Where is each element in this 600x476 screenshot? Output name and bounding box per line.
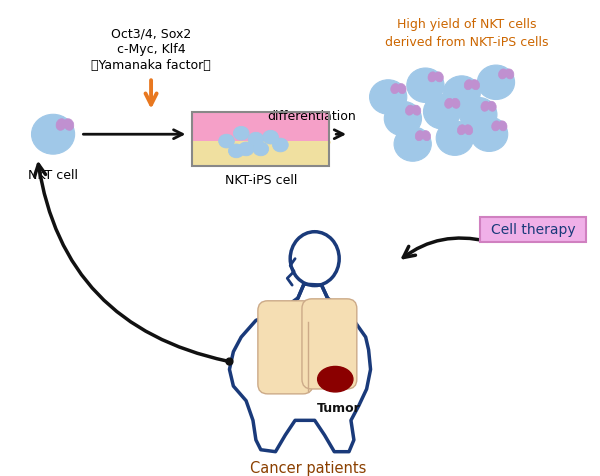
Circle shape: [226, 358, 233, 365]
Ellipse shape: [64, 119, 74, 131]
Ellipse shape: [428, 73, 437, 83]
Ellipse shape: [422, 131, 431, 141]
Text: Cell therapy: Cell therapy: [491, 223, 575, 237]
Ellipse shape: [435, 73, 443, 83]
Ellipse shape: [488, 102, 496, 112]
Ellipse shape: [253, 143, 269, 157]
Ellipse shape: [233, 127, 249, 141]
Ellipse shape: [481, 102, 490, 112]
Ellipse shape: [391, 84, 400, 94]
Ellipse shape: [229, 145, 244, 159]
FancyBboxPatch shape: [302, 299, 357, 389]
Ellipse shape: [436, 122, 473, 156]
Ellipse shape: [460, 98, 497, 132]
Text: Cancer patients: Cancer patients: [250, 459, 366, 475]
Bar: [192, 142, 329, 166]
Ellipse shape: [412, 106, 421, 116]
Ellipse shape: [32, 115, 74, 155]
Text: High yield of NKT cells
derived from NKT-iPS cells: High yield of NKT cells derived from NKT…: [385, 18, 548, 49]
Ellipse shape: [451, 99, 460, 109]
Ellipse shape: [491, 121, 500, 131]
Ellipse shape: [397, 84, 406, 94]
FancyBboxPatch shape: [258, 301, 313, 394]
Ellipse shape: [445, 99, 453, 109]
Text: differentiation: differentiation: [268, 110, 356, 123]
Ellipse shape: [407, 69, 444, 103]
Ellipse shape: [394, 128, 431, 162]
Ellipse shape: [505, 70, 514, 80]
Bar: [480, 217, 586, 242]
Ellipse shape: [272, 139, 288, 152]
Ellipse shape: [370, 80, 407, 115]
Bar: [192, 112, 329, 166]
Ellipse shape: [56, 119, 66, 131]
Ellipse shape: [317, 367, 353, 392]
Ellipse shape: [499, 70, 507, 80]
Ellipse shape: [263, 131, 278, 145]
Ellipse shape: [238, 143, 254, 157]
Ellipse shape: [406, 106, 414, 116]
Ellipse shape: [384, 102, 422, 137]
Ellipse shape: [499, 121, 507, 131]
Ellipse shape: [478, 66, 515, 100]
Ellipse shape: [464, 126, 473, 136]
Text: NKT-iPS cell: NKT-iPS cell: [224, 174, 297, 187]
Ellipse shape: [464, 80, 473, 90]
Text: Oct3/4, Sox2: Oct3/4, Sox2: [111, 28, 191, 40]
Ellipse shape: [470, 118, 508, 152]
Text: c-Myc, Klf4: c-Myc, Klf4: [117, 43, 185, 56]
Ellipse shape: [443, 77, 480, 111]
Text: Tumor: Tumor: [317, 401, 361, 414]
Text: NKT cell: NKT cell: [28, 168, 78, 181]
Ellipse shape: [424, 95, 461, 129]
Ellipse shape: [415, 131, 424, 141]
Ellipse shape: [457, 126, 466, 136]
Text: （Yamanaka factor）: （Yamanaka factor）: [91, 59, 211, 72]
Ellipse shape: [218, 135, 235, 149]
Ellipse shape: [248, 133, 264, 147]
Ellipse shape: [471, 80, 479, 90]
Bar: [192, 112, 329, 151]
